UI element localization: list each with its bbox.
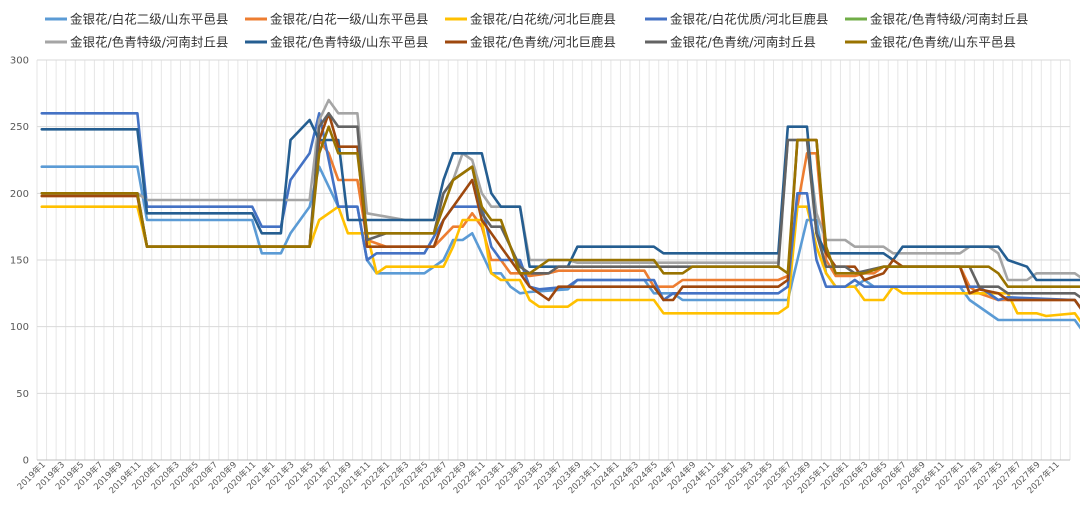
legend-label: 金银花/白花统/河北巨鹿县 xyxy=(470,12,616,27)
legend-label: 金银花/色青特级/河南封丘县 xyxy=(870,12,1028,27)
y-axis-ticks: 0 50 100 150 200 250 300 xyxy=(10,56,29,467)
legend-label: 金银花/白花优质/河北巨鹿县 xyxy=(670,12,828,27)
legend-label: 金银花/色青统/河北巨鹿县 xyxy=(470,35,616,50)
series-lines xyxy=(40,98,1080,330)
legend-label: 金银花/色青统/山东平邑县 xyxy=(870,35,1016,50)
y-tick-label: 50 xyxy=(16,389,29,400)
y-tick-label: 150 xyxy=(10,256,29,267)
y-tick-label: 100 xyxy=(10,322,29,333)
y-tick-label: 300 xyxy=(10,56,29,67)
y-tick-label: 250 xyxy=(10,122,29,133)
legend-label: 金银花/白花二级/山东平邑县 xyxy=(70,12,228,27)
series-line-3 xyxy=(40,205,1080,323)
legend-label: 金银花/色青特级/河南封丘县 xyxy=(70,35,228,50)
legend-label: 金银花/色青统/河南封丘县 xyxy=(670,35,816,50)
y-tick-label: 200 xyxy=(10,189,29,200)
legend-label: 金银花/色青特级/山东平邑县 xyxy=(270,35,428,50)
series-line-10 xyxy=(40,125,1080,288)
legend-label: 金银花/白花一级/山东平邑县 xyxy=(270,12,428,27)
series-line-7 xyxy=(40,118,1080,282)
legend: 金银花/白花二级/山东平邑县 金银花/白花一级/山东平邑县 金银花/白花统/河北巨鹿… xyxy=(45,12,1028,50)
series-line-6 xyxy=(40,98,1080,282)
y-tick-label: 0 xyxy=(23,456,29,467)
